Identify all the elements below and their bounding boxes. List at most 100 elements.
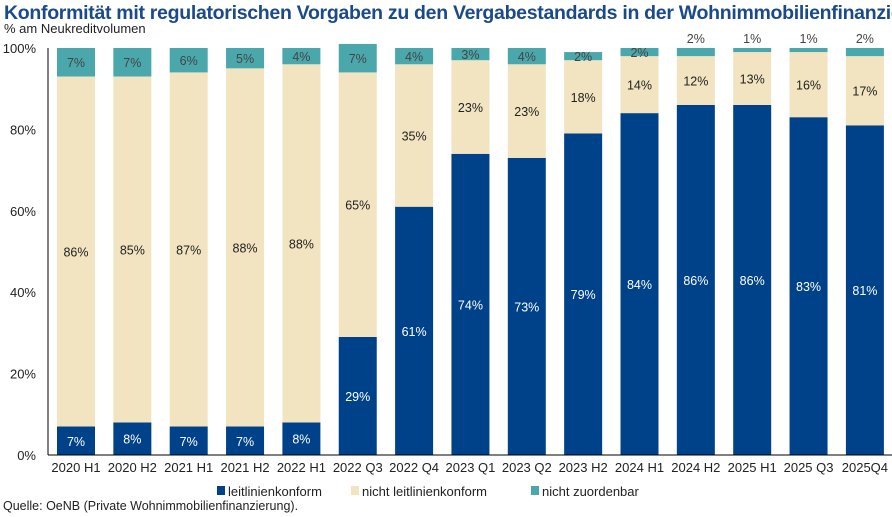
data-label: 18% [571, 91, 596, 105]
data-label: 85% [120, 243, 145, 257]
data-label: 4% [292, 50, 310, 64]
data-label: 83% [796, 280, 821, 294]
bar-segment-leitlinienkonform [113, 422, 152, 455]
data-label: 61% [402, 325, 427, 339]
bar-segment-nicht-zuordenbar [507, 48, 546, 65]
bar-segment-nicht-zuordenbar [676, 48, 715, 57]
bar-segment-leitlinienkonform [507, 157, 546, 455]
x-tick-label: 2020 H1 [51, 460, 100, 475]
data-label: 5% [236, 52, 254, 66]
data-label: 7% [67, 56, 85, 70]
bar-segment-nicht-zuordenbar [282, 48, 321, 65]
bar-segment-nicht-leitlinienkonform [789, 52, 828, 118]
data-label: 13% [740, 73, 765, 87]
bar-segment-nicht-leitlinienkonform [620, 56, 659, 114]
data-label: 14% [627, 79, 652, 93]
bar-segment-nicht-leitlinienkonform [676, 56, 715, 105]
data-label: 2% [630, 46, 648, 60]
data-label: 65% [345, 199, 370, 213]
data-label: 16% [796, 79, 821, 93]
source-note: Quelle: OeNB (Private Wohnimmobilienfina… [3, 499, 299, 513]
bar-segment-leitlinienkonform [620, 113, 659, 456]
chart-title: Konformität mit regulatorischen Vorgaben… [4, 2, 892, 24]
bar-segment-nicht-leitlinienkonform [733, 52, 772, 105]
legend-swatch [217, 486, 225, 495]
data-label: 87% [176, 243, 201, 257]
bar-segment-leitlinienkonform [789, 117, 828, 455]
data-label: 79% [571, 288, 596, 302]
legend-swatch [351, 486, 359, 495]
data-label: 1% [800, 32, 818, 46]
x-tick-label: 2023 Q2 [502, 460, 552, 475]
data-label: 7% [123, 56, 141, 70]
data-label: 8% [123, 433, 141, 447]
data-label: 81% [852, 284, 877, 298]
bar-segment-nicht-zuordenbar [620, 48, 659, 57]
data-label: 4% [405, 50, 423, 64]
x-tick-label: 2023 Q1 [446, 460, 496, 475]
bar-segment-leitlinienkonform [676, 104, 715, 455]
bar-segment-nicht-leitlinienkonform [845, 56, 884, 126]
x-tick-label: 2025 Q3 [784, 460, 834, 475]
x-tick-label: 2025Q4 [842, 460, 888, 475]
bar-segment-leitlinienkonform [338, 336, 377, 455]
bar-segment-leitlinienkonform [564, 133, 603, 455]
bar-segment-leitlinienkonform [395, 206, 434, 455]
y-tick-label: 40% [10, 285, 36, 300]
bar-segment-nicht-leitlinienkonform [282, 64, 321, 423]
bar-segment-nicht-leitlinienkonform [451, 60, 490, 154]
data-label: 1% [743, 32, 761, 46]
y-tick-label: 80% [10, 122, 36, 137]
data-label: 7% [349, 52, 367, 66]
bar-segment-nicht-zuordenbar [169, 48, 208, 73]
bar-segment-nicht-zuordenbar [226, 48, 265, 69]
data-label: 23% [458, 101, 483, 115]
data-label: 86% [63, 246, 88, 260]
x-tick-label: 2020 H2 [108, 460, 157, 475]
bar-segment-nicht-zuordenbar [57, 48, 95, 77]
chart-subtitle: % am Neukreditvolumen [4, 21, 146, 36]
x-tick-label: 2023 H2 [559, 460, 608, 475]
data-label: 2% [856, 32, 874, 46]
bar-segment-leitlinienkonform [169, 426, 208, 455]
x-tick-label: 2024 H1 [615, 460, 664, 475]
y-tick-label: 100% [3, 41, 37, 56]
data-label: 88% [289, 237, 314, 251]
bar-segment-nicht-leitlinienkonform [507, 64, 546, 158]
x-tick-label: 2021 H2 [220, 460, 269, 475]
legend-swatch [531, 486, 539, 495]
bar-segment-leitlinienkonform [451, 153, 490, 455]
bar-segment-leitlinienkonform [226, 426, 265, 455]
x-tick-label: 2024 H2 [671, 460, 720, 475]
data-label: 2% [574, 50, 592, 64]
y-tick-label: 0% [17, 448, 36, 463]
data-label: 84% [627, 278, 652, 292]
data-label: 6% [180, 54, 198, 68]
bar-segment-nicht-leitlinienkonform [57, 76, 95, 427]
data-label: 7% [180, 435, 198, 449]
x-tick-label: 2025 H1 [728, 460, 777, 475]
bar-segment-nicht-zuordenbar [338, 43, 377, 73]
data-label: 17% [852, 85, 877, 99]
bar-segment-nicht-leitlinienkonform [226, 68, 265, 427]
legend-label: nicht zuordenbar [542, 484, 640, 499]
y-tick-label: 20% [10, 367, 36, 382]
data-label: 7% [236, 435, 254, 449]
x-tick-label: 2021 H1 [164, 460, 213, 475]
bar-segment-nicht-leitlinienkonform [564, 60, 603, 134]
bar-segment-nicht-zuordenbar [395, 48, 434, 65]
bar-segment-nicht-leitlinienkonform [395, 64, 434, 207]
x-tick-label: 2022 Q4 [389, 460, 439, 475]
data-label: 4% [518, 50, 536, 64]
data-label: 2% [687, 32, 705, 46]
data-label: 23% [514, 105, 539, 119]
legend-label: leitlinienkonform [228, 484, 322, 499]
data-label: 86% [683, 274, 708, 288]
data-label: 29% [345, 390, 370, 404]
bar-segment-leitlinienkonform [845, 125, 884, 455]
bar-segment-nicht-zuordenbar [451, 48, 490, 61]
x-tick-label: 2022 H1 [277, 460, 326, 475]
data-label: 88% [233, 241, 258, 255]
bar-segment-nicht-leitlinienkonform [169, 72, 208, 427]
